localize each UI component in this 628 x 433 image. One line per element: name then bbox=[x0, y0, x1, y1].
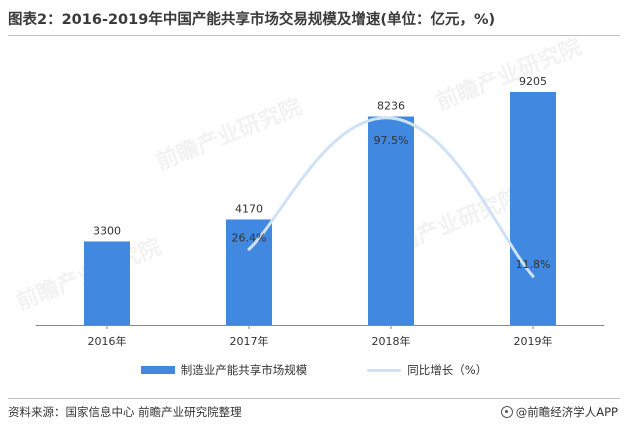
bar bbox=[226, 219, 272, 325]
x-tick-label: 2018年 bbox=[372, 334, 411, 348]
chart: 前瞻产业研究院前瞻产业研究院前瞻产业研究院前瞻产业研究院330041708236… bbox=[13, 34, 604, 348]
bar bbox=[84, 241, 130, 325]
legend-swatch-line bbox=[367, 368, 402, 372]
title-divider bbox=[8, 35, 620, 36]
legend-swatch-bar bbox=[140, 366, 175, 374]
x-tick-label: 2019年 bbox=[514, 334, 553, 348]
bar-value-label: 9205 bbox=[519, 75, 547, 88]
footer-divider bbox=[8, 398, 620, 399]
brand-text: @前瞻经济学人APP bbox=[515, 405, 618, 419]
source-note: 资料来源：国家信息中心 前瞻产业研究院整理 bbox=[8, 405, 242, 419]
brand-credit: @前瞻经济学人APP bbox=[500, 404, 618, 420]
bar-value-label: 4170 bbox=[235, 202, 263, 215]
watermark-text: 前瞻产业研究院 bbox=[433, 34, 586, 116]
legend: 制造业产能共享市场规模 同比增长（%） bbox=[0, 362, 628, 378]
x-tick-label: 2016年 bbox=[88, 334, 127, 348]
growth-value-label: 97.5% bbox=[374, 134, 409, 147]
chart-title: 图表2：2016-2019年中国产能共享市场交易规模及增速(单位：亿元，%) bbox=[8, 12, 496, 28]
bar bbox=[510, 92, 556, 325]
bar-value-label: 8236 bbox=[377, 100, 405, 113]
watermark-text: 前瞻产业研究院 bbox=[153, 94, 306, 176]
legend-item-line: 同比增长（%） bbox=[367, 362, 487, 378]
brand-logo-icon bbox=[500, 406, 513, 418]
bar-value-label: 3300 bbox=[93, 224, 121, 237]
legend-label-bar: 制造业产能共享市场规模 bbox=[180, 363, 308, 377]
legend-item-bar: 制造业产能共享市场规模 bbox=[140, 362, 308, 378]
growth-line bbox=[247, 116, 535, 278]
growth-value-label: 26.4% bbox=[232, 231, 267, 244]
legend-label-line: 同比增长（%） bbox=[407, 363, 488, 377]
x-tick-label: 2017年 bbox=[230, 334, 269, 348]
bar bbox=[368, 116, 414, 325]
growth-value-label: 11.8% bbox=[516, 258, 551, 271]
